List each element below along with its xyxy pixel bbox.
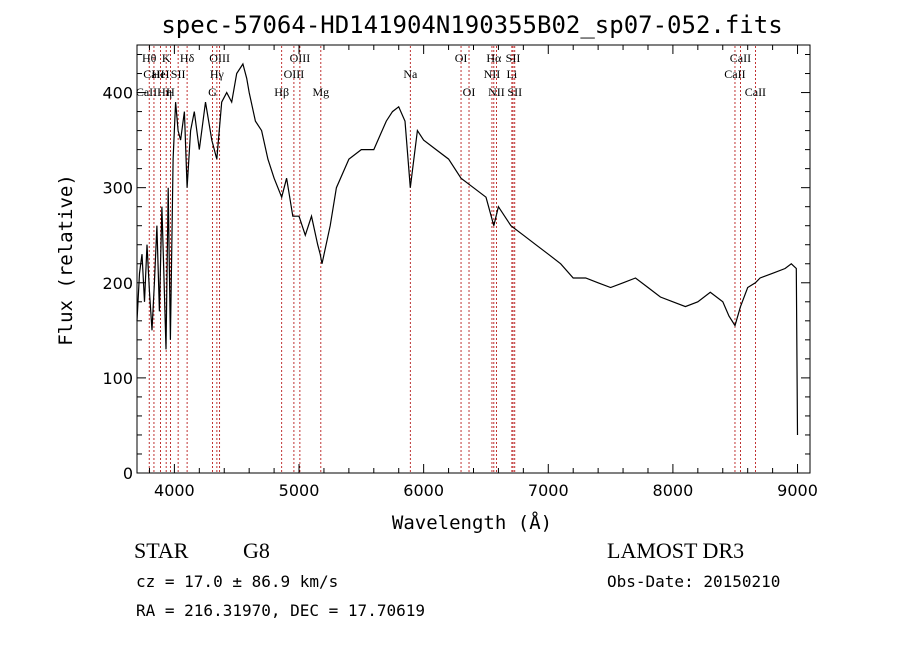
line-label-10: G	[208, 85, 217, 99]
line-label-25: CaII	[724, 67, 745, 81]
line-label-17: OI	[463, 85, 476, 99]
y-tick-label-0: 0	[123, 464, 133, 483]
spectral-line-labels: Hθ CaII CaIIHη K HeI H SII Hδ OIII Hγ G OIII OIII Hβ M…	[136, 51, 766, 99]
x-axis: 4000 5000 6000 7000 8000 9000	[148, 45, 818, 500]
line-label-7: Hδ	[180, 51, 195, 65]
spectrum-line	[136, 62, 799, 436]
y-axis: 0 100 200 300 400	[102, 54, 810, 483]
line-label-12: OIII	[284, 67, 305, 81]
line-label-24: CaII	[730, 51, 751, 65]
y-tick-label-100: 100	[102, 369, 133, 388]
line-label-13: Hβ	[274, 85, 289, 99]
x-tick-label-9000: 9000	[777, 481, 818, 500]
plot-frame	[136, 44, 811, 474]
line-label-26: CaII	[745, 85, 766, 99]
object-class: STAR	[134, 538, 189, 563]
line-label-5: H	[166, 85, 175, 99]
x-tick-label-6000: 6000	[403, 481, 444, 500]
line-label-1: CaII	[143, 67, 164, 81]
line-label-21: Li	[507, 67, 518, 81]
x-tick-label-4000: 4000	[154, 481, 195, 500]
y-tick-label-400: 400	[102, 84, 133, 103]
line-label-15: Na	[403, 67, 418, 81]
line-label-18: Hα	[486, 51, 502, 65]
line-label-8: OIII	[209, 51, 230, 65]
y-tick-label-200: 200	[102, 274, 133, 293]
line-label-9: Hγ	[210, 67, 225, 81]
object-subclass: G8	[243, 538, 270, 563]
x-tick-label-5000: 5000	[279, 481, 320, 500]
line-label-23: SII	[507, 85, 522, 99]
redshift-text: cz = 17.0 ± 86.9 km/s	[136, 572, 339, 591]
survey-name: LAMOST DR3	[607, 538, 745, 563]
chart-title: spec-57064-HD141904N190355B02_sp07-052.f…	[161, 11, 782, 39]
line-label-14: Mg	[312, 85, 329, 99]
spectral-line-markers	[148, 46, 756, 472]
line-label-2: CaIIHη	[136, 85, 172, 99]
coordinates-text: RA = 216.31970, DEC = 17.70619	[136, 601, 425, 620]
x-tick-label-7000: 7000	[528, 481, 569, 500]
line-label-6: SII	[171, 67, 186, 81]
line-label-4: HeI	[152, 67, 170, 81]
line-label-3: K	[162, 51, 171, 65]
line-label-19: SII	[506, 51, 521, 65]
x-axis-label: Wavelength (Å)	[392, 511, 552, 534]
x-tick-label-8000: 8000	[653, 481, 694, 500]
obs-date-text: Obs-Date: 20150210	[607, 572, 781, 591]
line-label-16: OI	[455, 51, 468, 65]
y-tick-label-300: 300	[102, 179, 133, 198]
line-label-22: NII	[488, 85, 505, 99]
y-axis-label: Flux (relative)	[55, 174, 77, 346]
line-label-11: OIII	[290, 51, 311, 65]
line-label-20: NII	[484, 67, 501, 81]
line-label-0: Hθ	[142, 51, 157, 65]
